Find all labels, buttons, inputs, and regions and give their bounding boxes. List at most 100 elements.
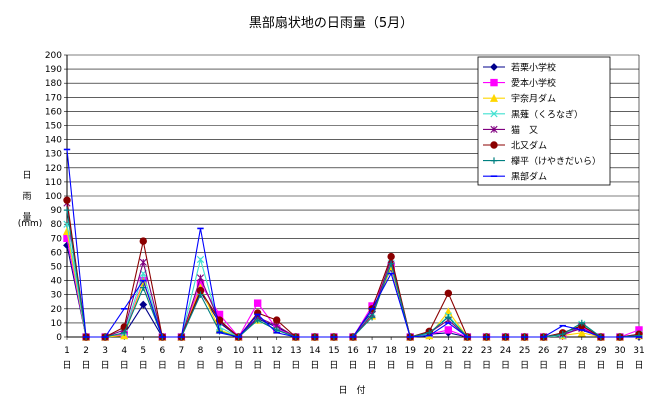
- legend-entry: 若栗小学校: [511, 62, 556, 74]
- y-tick-label: 60: [51, 248, 63, 258]
- legend-swatch-marker: [490, 141, 498, 149]
- data-point: [139, 300, 148, 309]
- x-tick-label: 3: [102, 346, 108, 356]
- x-tick-suffix: 日: [253, 360, 262, 371]
- x-tick-label: 24: [500, 346, 512, 356]
- x-tick-suffix: 日: [82, 360, 91, 371]
- y-tick-label: 160: [45, 107, 62, 117]
- legend-swatch-marker: [490, 110, 498, 118]
- y-axis-label-char: 日: [22, 170, 31, 181]
- x-tick-suffix: 日: [482, 360, 491, 371]
- x-tick-suffix: 日: [196, 360, 205, 371]
- y-tick-label: 150: [45, 122, 62, 132]
- data-point: [253, 299, 262, 307]
- x-tick-label: 9: [217, 346, 223, 356]
- legend-swatch-marker: [490, 125, 498, 133]
- data-point: [215, 323, 224, 331]
- x-tick-label: 28: [576, 346, 588, 356]
- data-point: [559, 330, 566, 338]
- data-point: [139, 258, 147, 266]
- x-tick-suffix: 日: [425, 360, 434, 371]
- x-tick-label: 14: [309, 346, 321, 356]
- legend-swatch-marker: [490, 63, 498, 71]
- x-axis-label: 日 付: [338, 385, 365, 396]
- y-tick-label: 200: [45, 51, 62, 61]
- y-tick-label: 70: [51, 234, 63, 244]
- x-tick-suffix: 日: [520, 360, 529, 371]
- legend-swatch-marker: [490, 78, 498, 87]
- x-tick-label: 30: [614, 346, 626, 356]
- legend-entry: 黒部ダム: [511, 171, 547, 183]
- x-tick-label: 4: [121, 346, 127, 356]
- y-axis-label-char: 雨: [22, 191, 31, 202]
- x-tick-suffix: 日: [406, 360, 415, 371]
- x-tick-suffix: 日: [101, 360, 110, 371]
- x-tick-suffix: 日: [615, 360, 624, 371]
- x-tick-label: 21: [443, 346, 454, 356]
- x-tick-suffix: 日: [215, 360, 224, 371]
- x-tick-suffix: 日: [348, 360, 357, 371]
- x-tick-label: 13: [290, 346, 301, 356]
- legend-entry: 欅平（けやきだいら）: [511, 156, 601, 167]
- x-tick-label: 22: [462, 346, 473, 356]
- x-tick-label: 19: [404, 346, 416, 356]
- y-tick-label: 170: [45, 93, 62, 103]
- x-tick-label: 8: [198, 346, 204, 356]
- data-point: [578, 319, 585, 327]
- legend-swatch-marker: [490, 157, 498, 164]
- x-tick-label: 12: [271, 346, 282, 356]
- x-tick-suffix: 日: [310, 360, 319, 371]
- y-axis-unit: (mm): [18, 219, 43, 229]
- y-tick-label: 40: [51, 277, 63, 287]
- legend-entry: 宇奈月ダム: [511, 93, 556, 105]
- x-tick-suffix: 日: [577, 360, 586, 371]
- x-tick-label: 7: [179, 346, 185, 356]
- x-tick-suffix: 日: [158, 360, 167, 371]
- x-tick-suffix: 日: [444, 360, 453, 371]
- data-point: [197, 291, 204, 298]
- y-tick-label: 140: [45, 136, 62, 146]
- data-point: [63, 206, 71, 214]
- x-tick-suffix: 日: [387, 360, 396, 371]
- legend-box: [477, 56, 611, 186]
- x-tick-label: 29: [595, 346, 607, 356]
- x-tick-suffix: 日: [272, 360, 281, 371]
- x-tick-label: 31: [633, 346, 644, 356]
- data-point: [196, 255, 205, 264]
- x-tick-suffix: 日: [177, 360, 186, 371]
- y-axis-label-char: 量: [22, 212, 31, 223]
- x-tick-label: 11: [252, 346, 263, 356]
- y-tick-label: 190: [45, 65, 62, 75]
- x-tick-label: 25: [519, 346, 530, 356]
- legend-entry: 黒薙（くろなぎ）: [511, 108, 583, 120]
- data-point: [577, 328, 586, 337]
- data-point: [196, 274, 205, 282]
- x-tick-label: 18: [385, 346, 397, 356]
- y-tick-label: 100: [45, 192, 62, 202]
- x-tick-suffix: 日: [634, 360, 643, 371]
- x-tick-label: 17: [366, 346, 377, 356]
- y-tick-label: 180: [45, 79, 62, 89]
- legend-swatch-marker: [489, 93, 499, 102]
- data-point: [445, 314, 452, 321]
- x-tick-label: 2: [83, 346, 89, 356]
- legend-entry: 猫 又: [511, 124, 538, 136]
- chart-title: 黒部扇状地の日雨量（5月）: [249, 15, 413, 31]
- x-tick-suffix: 日: [368, 360, 377, 371]
- x-tick-label: 6: [159, 346, 165, 356]
- y-tick-label: 110: [45, 178, 62, 188]
- x-tick-suffix: 日: [463, 360, 472, 371]
- x-tick-label: 1: [64, 346, 70, 356]
- legend-entry: 愛本小学校: [511, 77, 556, 89]
- data-point: [139, 237, 147, 245]
- x-tick-label: 16: [347, 346, 359, 356]
- data-point: [63, 234, 71, 243]
- x-tick-label: 15: [328, 346, 339, 356]
- y-tick-label: 120: [45, 164, 62, 174]
- y-tick-label: 10: [51, 319, 63, 329]
- data-point: [273, 316, 281, 324]
- x-tick-label: 27: [557, 346, 568, 356]
- data-point: [121, 329, 128, 336]
- x-tick-suffix: 日: [329, 360, 338, 371]
